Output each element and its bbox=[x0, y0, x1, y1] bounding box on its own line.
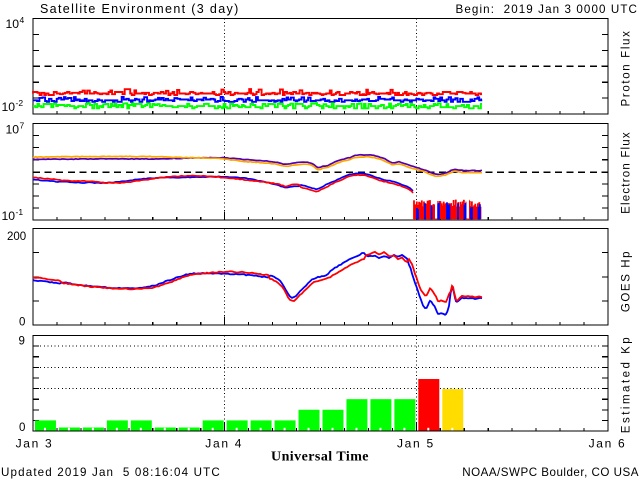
svg-text:10: 10 bbox=[6, 17, 20, 31]
svg-text:9: 9 bbox=[19, 336, 25, 348]
svg-text:Jan 5: Jan 5 bbox=[397, 437, 435, 451]
svg-text:0: 0 bbox=[19, 422, 25, 434]
svg-text:0: 0 bbox=[19, 317, 25, 329]
svg-text:-1: -1 bbox=[16, 207, 24, 217]
svg-text:7: 7 bbox=[20, 120, 25, 130]
svg-text:GOES Hp: GOES Hp bbox=[621, 250, 633, 312]
svg-text:10: 10 bbox=[2, 209, 16, 223]
svg-text:Updated 2019 Jan 5 08:16:04 U: Updated 2019 Jan 5 08:16:04 UTC bbox=[1, 466, 221, 479]
svg-text:Jan 4: Jan 4 bbox=[205, 437, 243, 451]
svg-text:Begin: 2019 Jan 3 0000 UTC: Begin: 2019 Jan 3 0000 UTC bbox=[456, 3, 638, 16]
svg-text:10: 10 bbox=[6, 123, 20, 137]
svg-text:-2: -2 bbox=[16, 98, 24, 108]
svg-text:10: 10 bbox=[2, 100, 16, 114]
svg-text:Proton Flux: Proton Flux bbox=[621, 30, 633, 107]
svg-text:Estimated Kp: Estimated Kp bbox=[621, 335, 633, 433]
svg-text:4: 4 bbox=[20, 15, 25, 25]
svg-text:200: 200 bbox=[7, 231, 26, 243]
svg-text:Electron Flux: Electron Flux bbox=[621, 131, 633, 214]
svg-text:Jan 3: Jan 3 bbox=[16, 437, 54, 451]
svg-text:NOAA/SWPC Boulder, CO USA: NOAA/SWPC Boulder, CO USA bbox=[462, 466, 639, 479]
svg-text:Universal Time: Universal Time bbox=[271, 449, 369, 464]
svg-text:Satellite Environment (3 day): Satellite Environment (3 day) bbox=[40, 2, 240, 16]
svg-text:Jan 6: Jan 6 bbox=[589, 437, 627, 451]
